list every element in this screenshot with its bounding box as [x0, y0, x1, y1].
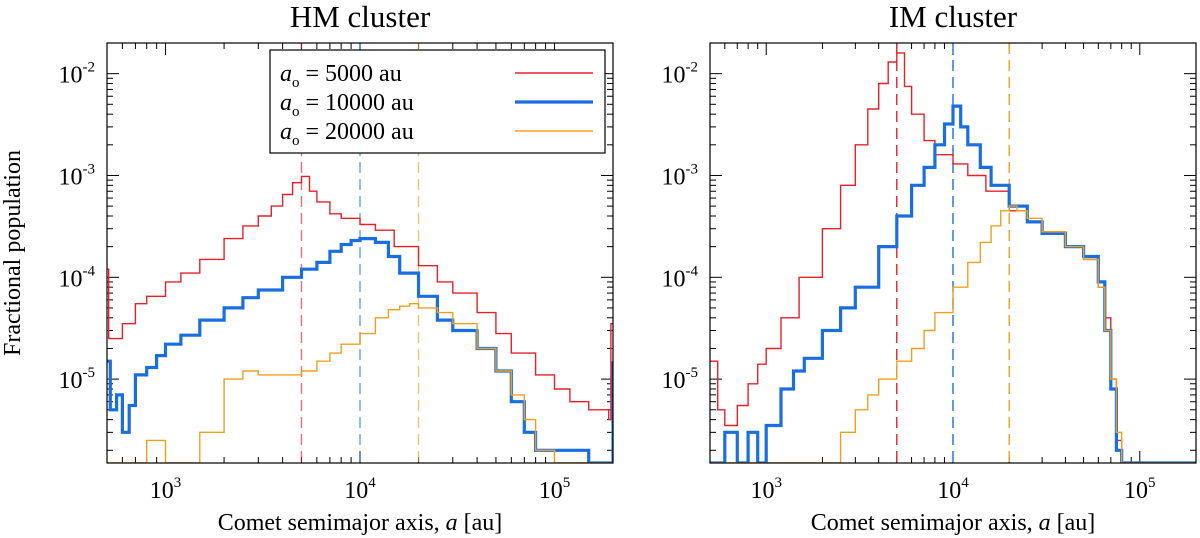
chart-title: IM cluster: [889, 0, 1018, 34]
x-tick-label: 105: [539, 475, 571, 504]
y-tick-label: 10-2: [59, 60, 96, 89]
series-group: [107, 175, 613, 463]
legend-label: ao = 20000 au: [280, 119, 414, 149]
series-line: [107, 303, 613, 463]
x-tick-label: 105: [1124, 475, 1156, 504]
y-axis-label: Fractional population: [0, 150, 26, 356]
x-axis-label: Comet semimajor axis, a [au]: [811, 510, 1096, 536]
series-group: [710, 52, 1196, 463]
y-tick-label: 10-5: [662, 365, 699, 394]
plot-frame: [106, 42, 614, 464]
x-tick-label: 104: [937, 475, 969, 504]
chart-title: HM cluster: [290, 0, 431, 34]
x-tick-label: 103: [750, 475, 782, 504]
panel-hm-cluster: HM cluster 103 104 105 10-5 10-4 10-3 10-2 Comet…: [0, 0, 614, 536]
y-tick-label: 10-3: [662, 161, 699, 190]
series-line: [710, 104, 1196, 463]
series-line: [107, 175, 613, 421]
plot-frame: [709, 42, 1197, 464]
x-tick-label: 103: [150, 475, 182, 504]
series-line: [710, 205, 1196, 463]
y-tick-label: 10-4: [59, 263, 96, 292]
y-tick-label: 10-4: [662, 263, 699, 292]
legend-label: ao = 10000 au: [280, 90, 414, 120]
legend-label: ao = 5000 au: [280, 61, 402, 91]
y-tick-label: 10-3: [59, 161, 96, 190]
panel-im-cluster: IM cluster 103 104 105 10-5 10-4 10-3 10-2 Comet…: [662, 0, 1197, 536]
x-axis-label: Comet semimajor axis, a [au]: [218, 510, 503, 536]
y-tick-label: 10-5: [59, 365, 96, 394]
x-tick-label: 104: [344, 475, 376, 504]
y-tick-label: 10-2: [662, 60, 699, 89]
